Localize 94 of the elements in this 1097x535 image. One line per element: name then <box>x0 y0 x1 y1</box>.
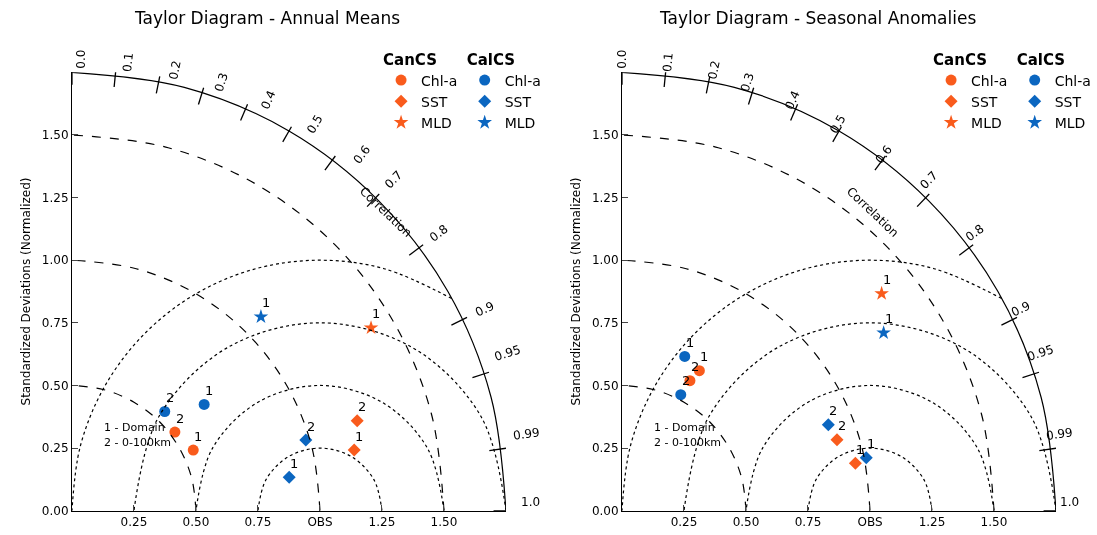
annotation: 2 <box>358 399 367 414</box>
annotation: 0.1 <box>659 52 676 73</box>
legend-label: SST <box>421 93 448 110</box>
annotation: 0.7 <box>917 168 941 192</box>
annotation: 1 <box>686 335 695 350</box>
y-axis-title: Standardized Deviations (Normalized) <box>19 177 34 406</box>
x-tick-label: 0.75 <box>794 515 822 530</box>
annotation: 0.7 <box>381 167 406 192</box>
y-axis-title: Standardized Deviations (Normalized) <box>569 177 584 406</box>
text: 0.0 <box>615 49 630 69</box>
annotation: 0.4 <box>258 88 279 112</box>
annotation: 2 <box>829 403 838 418</box>
text: 1.0 <box>521 495 541 509</box>
y-tick-label: 0.75 <box>41 316 69 331</box>
y-tick-label: 1.00 <box>41 253 69 268</box>
x-tick-label: 0.25 <box>670 515 698 530</box>
y-tick-label: 0.50 <box>41 378 69 393</box>
annotation: 0.2 <box>166 59 184 81</box>
annotation: 0.3 <box>211 71 231 94</box>
x-tick-label: 0.75 <box>244 515 272 530</box>
annotation: 2 - 0-100km <box>654 436 722 449</box>
y-tick-label: 0.75 <box>591 316 619 331</box>
y-tick-label: 1.50 <box>591 128 619 143</box>
text: CanCS <box>933 50 987 69</box>
text: 1.0 <box>1060 495 1080 509</box>
x-tick-label: 0.50 <box>732 515 760 530</box>
annotation: 0.95 <box>492 342 523 364</box>
x-tick-label: 1.25 <box>918 515 946 530</box>
annotation: 1 <box>867 436 876 451</box>
annotation: 2 - 0-100km <box>104 436 172 449</box>
x-tick-label: 1.50 <box>980 515 1008 530</box>
legend-label: Chl-a <box>1054 72 1091 89</box>
legend-label: MLD <box>971 114 1002 131</box>
annotation: 1 <box>885 311 894 326</box>
annotation: 0.2 <box>705 59 723 81</box>
annotation: 0.1 <box>120 52 136 73</box>
annotation: 1 <box>372 306 381 321</box>
y-tick-label: 1.00 <box>591 253 619 268</box>
annotation: 1 <box>700 349 709 364</box>
annotation: 1 <box>355 429 364 444</box>
annotation: 0.5 <box>304 112 326 136</box>
text: 0.99 <box>512 425 541 443</box>
annotation: 1 <box>262 295 271 310</box>
y-tick-label: 1.50 <box>41 128 69 143</box>
x-tick-label: 1.50 <box>430 515 458 530</box>
text: CalCS <box>1016 50 1066 69</box>
annotation: 1 - Domain <box>104 421 165 434</box>
annotation: 1 <box>194 429 203 444</box>
legend-label: Chl-a <box>421 72 458 89</box>
y-tick-label: 1.25 <box>591 190 619 205</box>
annotation: 0.4 <box>782 88 803 112</box>
annotation: 1 - Domain <box>654 421 715 434</box>
annotation: 0.99 <box>1045 425 1074 443</box>
annotation: 0.9 <box>473 298 497 320</box>
annotation: 0.95 <box>1025 342 1056 364</box>
x-tick-label: OBS <box>857 515 883 530</box>
y-tick-label: 1.25 <box>41 190 69 205</box>
annotation: 1 <box>883 272 892 287</box>
y-tick-label: 0.00 <box>41 503 69 518</box>
annotation: 2 <box>176 411 185 426</box>
legend-label: MLD <box>1054 114 1086 131</box>
legend-label: MLD <box>421 114 452 131</box>
legend-label: Chl-a <box>971 72 1008 89</box>
annotation: 2 <box>166 390 175 405</box>
annotation: 0.8 <box>427 221 451 245</box>
chart-title: Taylor Diagram - Annual Means <box>134 8 401 28</box>
annotation: 0.8 <box>962 221 987 245</box>
annotation: 2 <box>838 418 847 433</box>
legend-label: SST <box>1054 93 1082 110</box>
annotation: 1 <box>205 383 214 398</box>
annotation: 0.6 <box>350 142 374 167</box>
legend-label: SST <box>971 93 998 110</box>
legend-label: MLD <box>504 114 536 131</box>
text: CanCS <box>383 50 437 69</box>
y-tick-label: 0.00 <box>591 503 619 518</box>
x-tick-label: 0.25 <box>120 515 148 530</box>
annotation: 0.5 <box>827 112 849 136</box>
y-tick-label: 0.50 <box>591 378 619 393</box>
y-tick-label: 0.25 <box>41 441 69 456</box>
y-tick-label: 0.25 <box>591 441 619 456</box>
annotation: 2 <box>307 419 316 434</box>
annotation: 0.9 <box>1009 298 1033 320</box>
text: 0.0 <box>74 49 89 69</box>
annotation: 1 <box>856 442 865 457</box>
x-tick-label: 1.25 <box>368 515 396 530</box>
x-tick-label: 0.50 <box>182 515 210 530</box>
legend-label: SST <box>504 93 532 110</box>
x-tick-label: OBS <box>307 515 333 530</box>
legend-label: Chl-a <box>504 72 541 89</box>
annotation: 1 <box>290 456 299 471</box>
annotation: 0.6 <box>872 142 896 167</box>
chart-title: Taylor Diagram - Seasonal Anomalies <box>659 8 977 28</box>
annotation: 0.3 <box>737 71 757 94</box>
text: CalCS <box>466 50 516 69</box>
